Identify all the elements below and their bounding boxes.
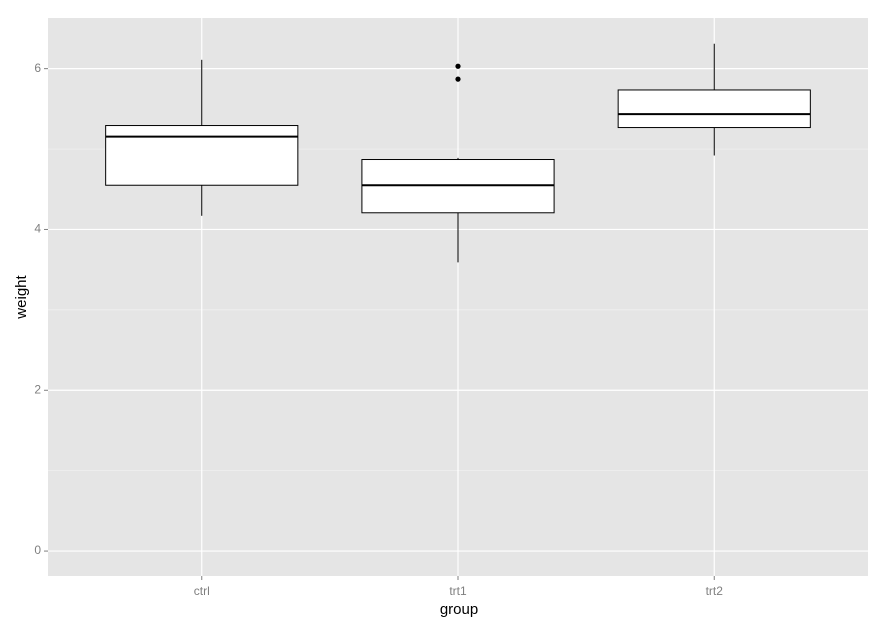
x-axis-title: group (440, 601, 478, 618)
y-tick-label: 2 (34, 382, 41, 396)
y-tick-label: 6 (34, 61, 41, 75)
y-tick-label: 0 (34, 543, 41, 557)
outlier (455, 63, 461, 69)
box (105, 125, 299, 186)
y-tick-label: 4 (34, 222, 41, 236)
y-axis-title: weight (13, 274, 30, 319)
x-tick-label: ctrl (194, 584, 210, 598)
x-tick-label: trt2 (706, 584, 724, 598)
x-tick-label: trt1 (449, 584, 467, 598)
box (617, 89, 811, 129)
outlier (455, 76, 461, 82)
